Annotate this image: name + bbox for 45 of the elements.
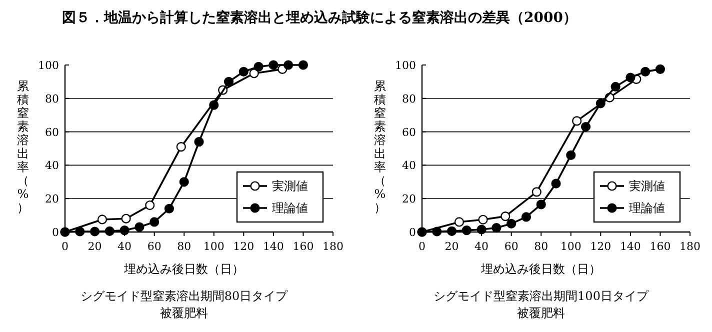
y-tick-label: 80 (402, 92, 416, 106)
x-tick-label: 140 (620, 240, 641, 253)
y-tick-label: 0 (52, 226, 59, 239)
y-tick-label: 20 (402, 192, 416, 206)
y-tick-label: 20 (45, 192, 59, 206)
x-tick-label: 80 (534, 240, 548, 253)
y-tick-label: 0 (409, 226, 416, 239)
x-tick-label: 160 (292, 240, 314, 253)
legend-label: 理論値 (629, 201, 665, 215)
x-tick-label: 20 (444, 240, 459, 253)
legend-label: 実測値 (629, 179, 665, 193)
legend-label: 実測値 (272, 179, 308, 193)
x-tick-label: 60 (147, 240, 162, 253)
y-tick-label: 100 (395, 59, 416, 72)
text: 被覆肥料 (160, 306, 208, 320)
text: 被覆肥料 (517, 306, 565, 320)
y-tick-label: 40 (402, 159, 416, 172)
x-tick-label: 60 (504, 240, 518, 253)
x-tick-label: 80 (177, 240, 192, 253)
x-tick-label: 100 (203, 240, 224, 253)
x-tick-label: 160 (650, 240, 671, 253)
text: シグモイド型窒素溶出期間80日タイプ (80, 289, 289, 303)
x-tick-label: 120 (590, 240, 612, 253)
x-tick-label: 140 (262, 240, 284, 253)
x-tick-label: 0 (418, 240, 426, 253)
text: 累積窒素溶出率（%） (17, 79, 29, 214)
legend-label: 理論値 (272, 201, 308, 215)
text: 累積窒素溶出率（%） (374, 79, 386, 214)
x-axis-title: 埋め込み後日数（日） (123, 262, 244, 276)
y-tick-label: 60 (45, 126, 59, 139)
text: シグモイド型窒素溶出期間100日タイプ (434, 289, 650, 303)
x-axis-title: 埋め込み後日数（日） (480, 262, 601, 276)
y-tick-label: 80 (45, 92, 59, 106)
x-tick-label: 40 (118, 240, 132, 253)
x-tick-label: 40 (474, 240, 489, 253)
x-tick-label: 100 (560, 240, 582, 253)
y-tick-label: 60 (402, 126, 416, 139)
x-tick-label: 20 (88, 240, 102, 253)
x-tick-label: 180 (680, 240, 700, 253)
y-tick-label: 100 (38, 59, 59, 72)
x-tick-label: 0 (62, 240, 68, 253)
chart-title: 図５．地温から計算した窒素溶出と埋め込み試験による窒素溶出の差異（2000） (62, 9, 577, 26)
y-tick-label: 40 (45, 159, 59, 172)
x-tick-label: 120 (233, 240, 254, 253)
x-tick-label: 180 (322, 240, 344, 253)
